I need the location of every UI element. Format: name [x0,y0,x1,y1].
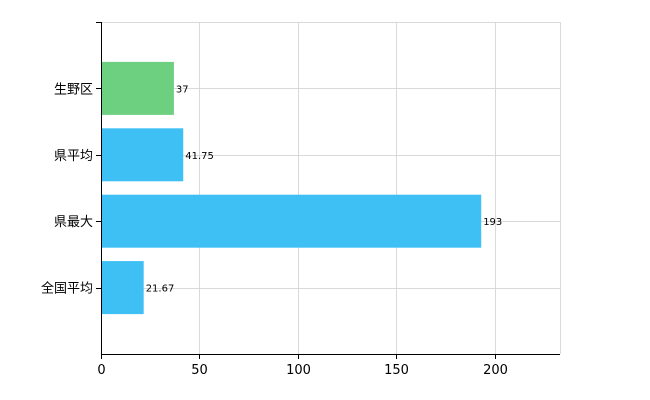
category-label-1: 県平均 [54,149,93,164]
bar-1 [102,128,184,182]
bar-3 [102,261,144,315]
axes [101,22,560,355]
x-tick-label-2: 100 [286,363,311,378]
data-label-2: 193 [483,217,502,228]
x-tick-label-0: 0 [97,363,105,378]
x-tick-label-3: 150 [384,363,409,378]
data-label-0: 37 [176,84,189,95]
category-label-3: 全国平均 [41,281,93,297]
category-label-2: 県最大 [54,215,93,230]
data-label-1: 41.75 [185,151,214,162]
data-labels: 37 41.75 193 21.67 [146,84,503,294]
bar-0 [102,61,174,115]
x-tick-label-4: 200 [483,363,508,378]
bars [102,61,482,315]
data-label-3: 21.67 [146,284,175,295]
bar-2 [102,194,482,248]
x-ticks: 0 50 100 150 200 [97,354,508,378]
x-tick-label-1: 50 [191,363,208,378]
category-label-0: 生野区 [54,82,93,97]
